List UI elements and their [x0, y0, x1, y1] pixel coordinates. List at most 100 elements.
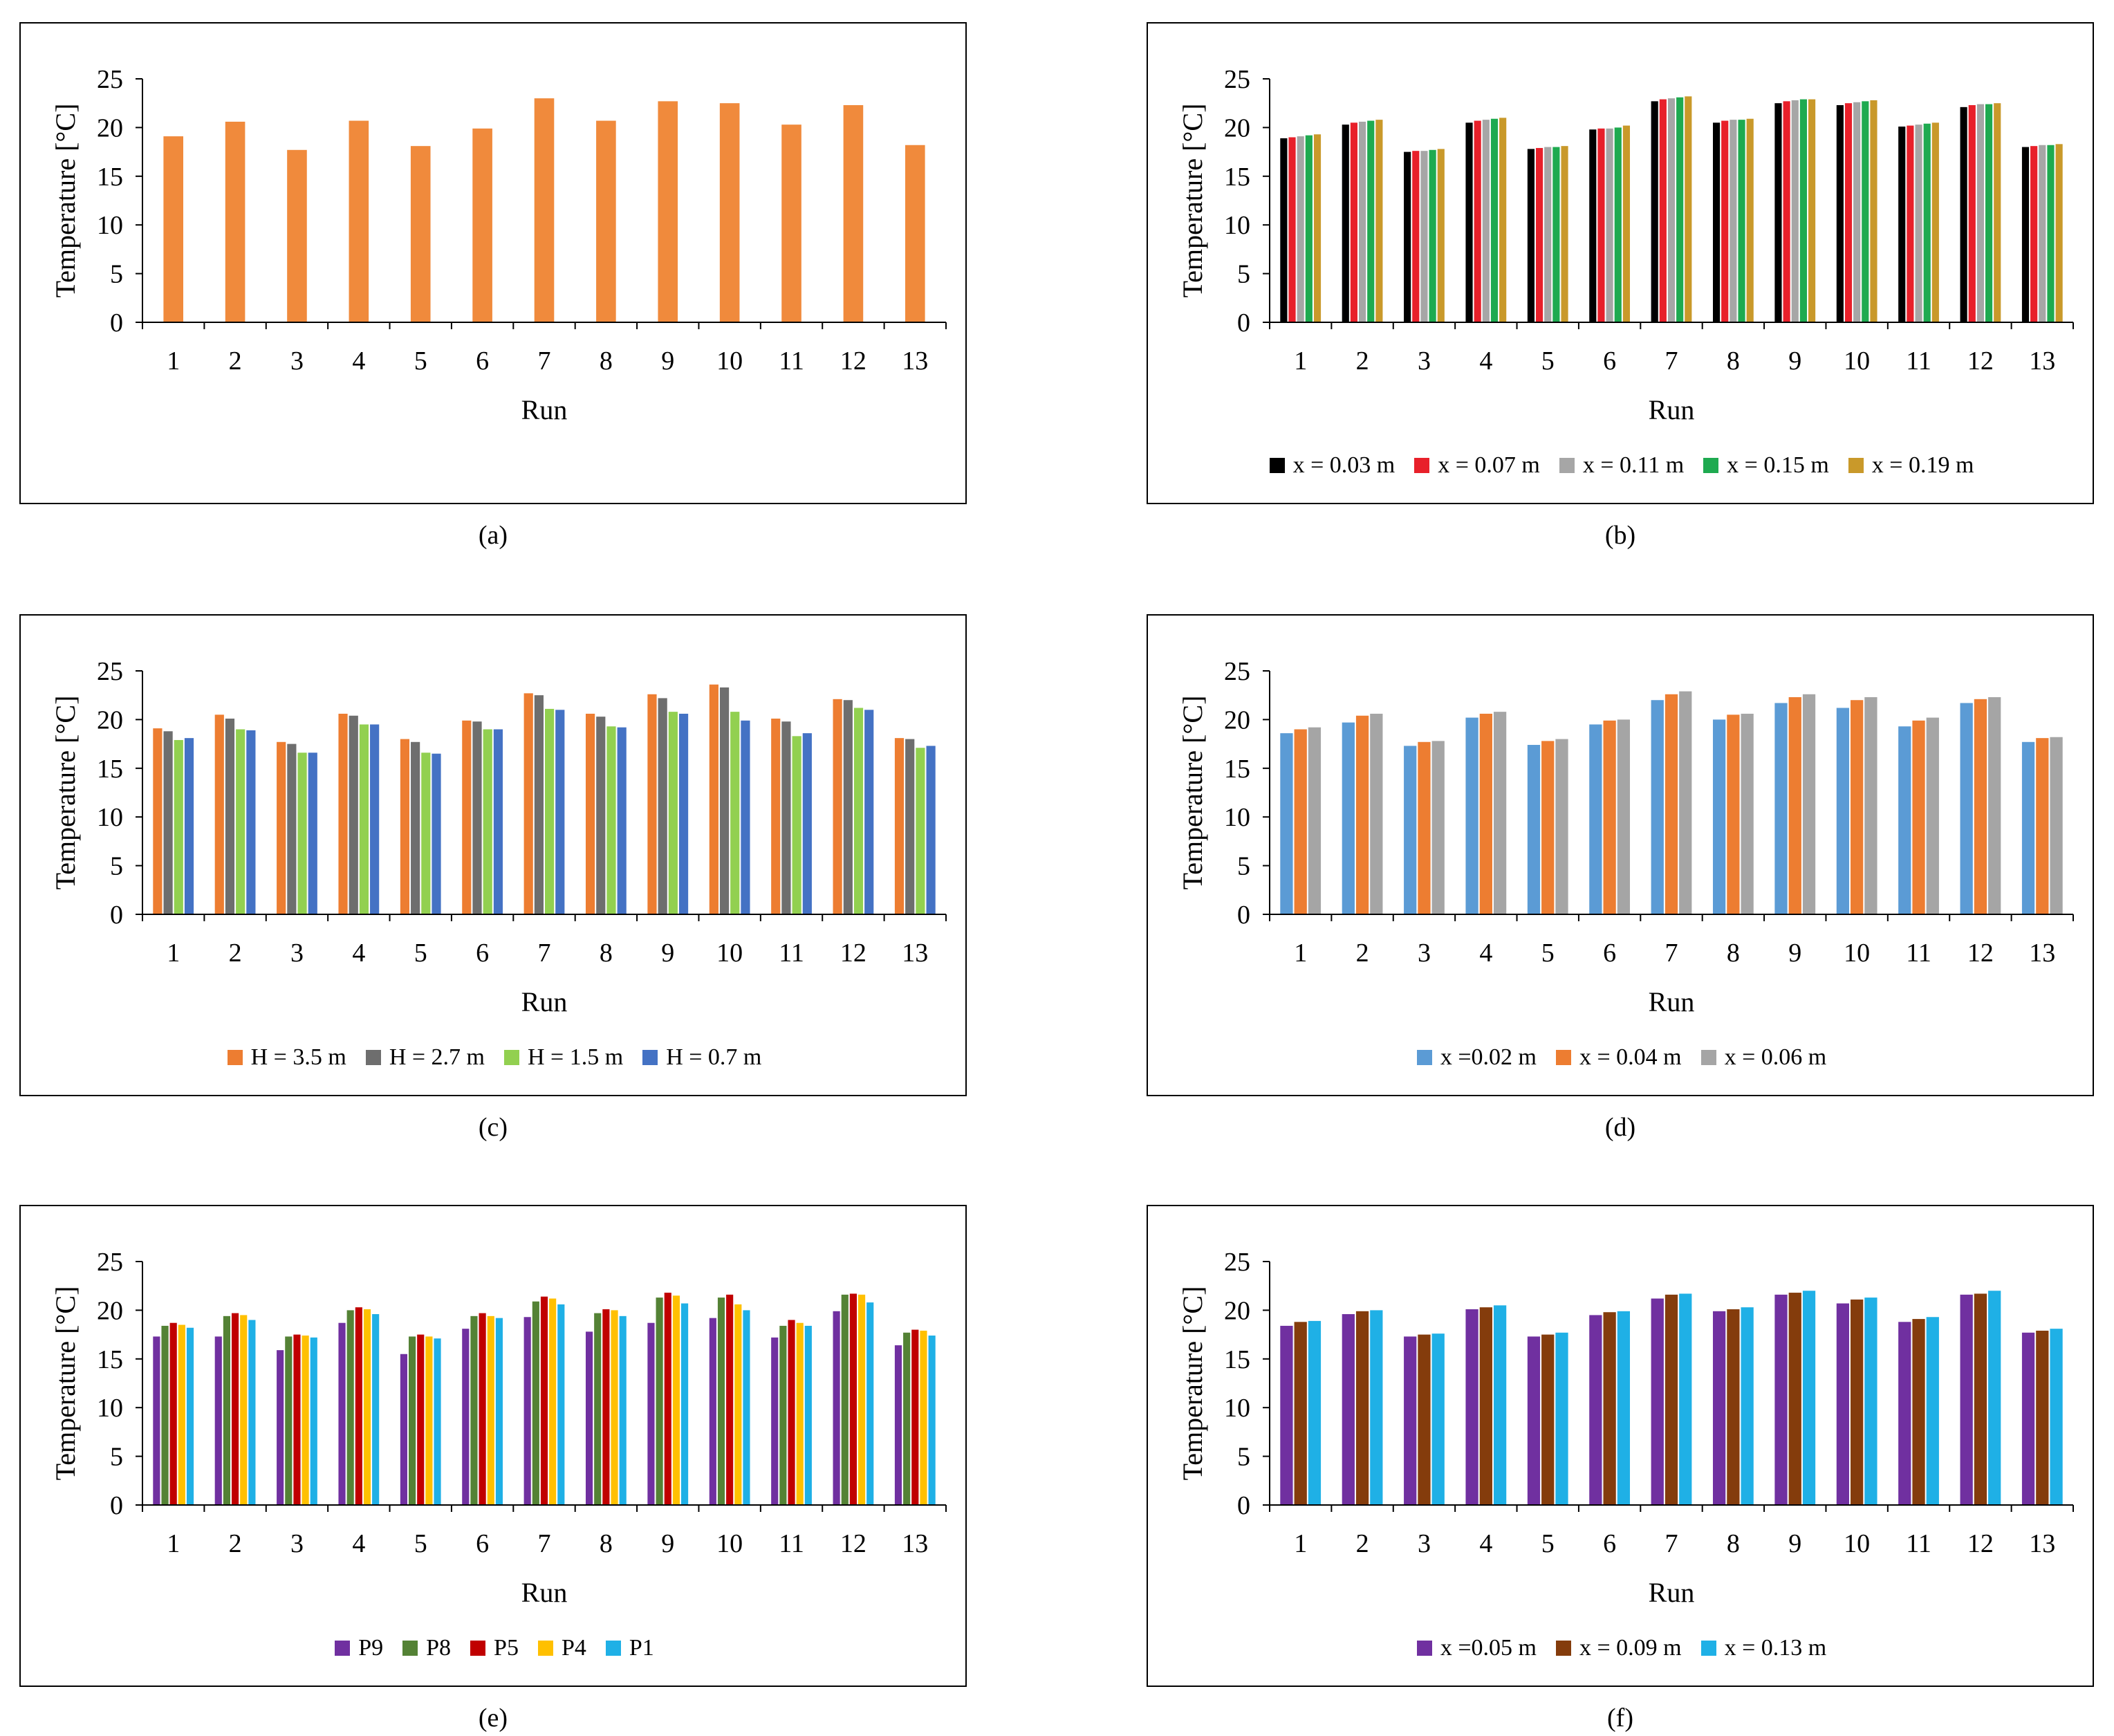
- x-tick-label: 13: [2029, 1529, 2055, 1558]
- legend-label: x =0.02 m: [1440, 1044, 1537, 1070]
- y-tick-label: 25: [97, 657, 123, 686]
- bar: [1280, 1325, 1293, 1505]
- bar: [1597, 128, 1605, 323]
- bar: [470, 1315, 478, 1505]
- x-tick-label: 8: [600, 939, 613, 968]
- x-axis-title: Run: [1649, 1577, 1695, 1608]
- bar: [231, 1313, 239, 1505]
- chart-legend: P9 P8 P5 P4 P1: [21, 1635, 968, 1662]
- chart-frame: 0 5 10 15 20 25 1 2 3 4 5 6 7 8 9 10 11 12 13 Run Temperatur…: [19, 614, 967, 1096]
- x-tick-label: 7: [538, 347, 551, 376]
- x-tick-label: 7: [1665, 1529, 1678, 1558]
- x-tick-label: 8: [600, 1529, 613, 1558]
- bar: [916, 748, 925, 914]
- bar: [1651, 700, 1664, 914]
- bar: [928, 1336, 936, 1505]
- legend-swatch: [1700, 1641, 1716, 1656]
- legend-label: x = 0.11 m: [1582, 452, 1685, 478]
- bar: [1479, 1307, 1492, 1505]
- bar: [1783, 101, 1790, 322]
- bar: [421, 752, 431, 914]
- bar: [804, 1325, 812, 1505]
- bar: [1420, 151, 1428, 322]
- bar: [1479, 713, 1492, 914]
- legend-item: x = 0.19 m: [1848, 452, 1974, 479]
- bar: [771, 718, 781, 914]
- bar: [287, 149, 307, 322]
- bar: [479, 1313, 486, 1505]
- x-tick-label: 3: [1418, 347, 1431, 376]
- x-tick-label: 11: [1906, 347, 1931, 376]
- bar: [169, 1322, 177, 1505]
- bar: [555, 710, 565, 914]
- y-tick-label: 0: [110, 1491, 123, 1520]
- bar: [523, 1317, 531, 1505]
- x-tick-label: 10: [716, 347, 743, 376]
- bar: [174, 739, 183, 914]
- bar: [1685, 96, 1692, 322]
- legend-item: x = 0.07 m: [1414, 452, 1540, 479]
- legend-item: P5: [470, 1635, 519, 1661]
- y-tick-label: 25: [1224, 65, 1250, 94]
- bar: [1853, 102, 1861, 322]
- bar: [1898, 126, 1906, 322]
- bar: [411, 741, 420, 914]
- bar: [1367, 120, 1375, 322]
- legend-item: H = 2.7 m: [365, 1044, 485, 1071]
- legend-item: H = 0.7 m: [642, 1044, 761, 1071]
- bar: [483, 729, 492, 914]
- x-tick-label: 10: [1844, 347, 1870, 376]
- y-tick-label: 5: [110, 1443, 123, 1472]
- bar: [1836, 708, 1850, 914]
- bar: [647, 694, 657, 914]
- bar: [408, 1336, 416, 1505]
- bar: [1727, 714, 1740, 914]
- bar: [545, 708, 555, 914]
- bar: [153, 728, 163, 914]
- bar: [2039, 145, 2046, 322]
- bar: [1960, 1294, 1973, 1505]
- legend-label: x =0.05 m: [1440, 1635, 1537, 1661]
- x-tick-label: 9: [1788, 347, 1801, 376]
- bar: [1527, 745, 1541, 914]
- bar: [602, 1309, 610, 1505]
- x-tick-label: 1: [167, 1529, 180, 1558]
- x-axis-title: Run: [521, 1577, 568, 1608]
- bar: [163, 731, 173, 914]
- y-tick-label: 5: [110, 852, 123, 881]
- x-tick-label: 12: [1967, 939, 1994, 968]
- legend-item: P9: [335, 1635, 383, 1661]
- bar: [417, 1334, 425, 1505]
- bar: [549, 1298, 557, 1505]
- y-tick-label: 5: [1237, 1443, 1250, 1472]
- y-tick-label: 0: [110, 308, 123, 338]
- legend-swatch: [402, 1641, 418, 1656]
- bar: [1665, 1294, 1678, 1505]
- bar: [472, 128, 492, 323]
- bar: [163, 136, 183, 322]
- x-tick-label: 8: [1727, 1529, 1740, 1558]
- x-tick-label: 2: [229, 1529, 242, 1558]
- bar: [1555, 1332, 1568, 1505]
- y-tick-label: 25: [97, 65, 123, 94]
- chart-frame: 0 5 10 15 20 25 1 2 3 4 5 6 7 8 9 10 11 12 13 Run Temperatur…: [1147, 1205, 2094, 1687]
- bar: [849, 1293, 857, 1505]
- legend-item: x =0.05 m: [1416, 1635, 1537, 1661]
- legend-label: P4: [561, 1635, 586, 1661]
- x-tick-label: 3: [290, 939, 304, 968]
- bar: [493, 729, 503, 914]
- bar: [2050, 737, 2063, 914]
- bar: [894, 738, 905, 914]
- bar: [2021, 147, 2030, 322]
- bar: [1535, 147, 1543, 322]
- bar: [2036, 738, 2049, 914]
- legend-item: x = 0.06 m: [1700, 1044, 1826, 1071]
- x-tick-label: 8: [1727, 939, 1740, 968]
- legend-swatch: [227, 1050, 243, 1065]
- x-tick-label: 5: [1541, 1529, 1555, 1558]
- bar: [1552, 147, 1560, 322]
- bar: [1721, 120, 1729, 322]
- bar: [1375, 120, 1383, 323]
- bar: [246, 730, 256, 914]
- y-tick-label: 20: [1224, 705, 1250, 735]
